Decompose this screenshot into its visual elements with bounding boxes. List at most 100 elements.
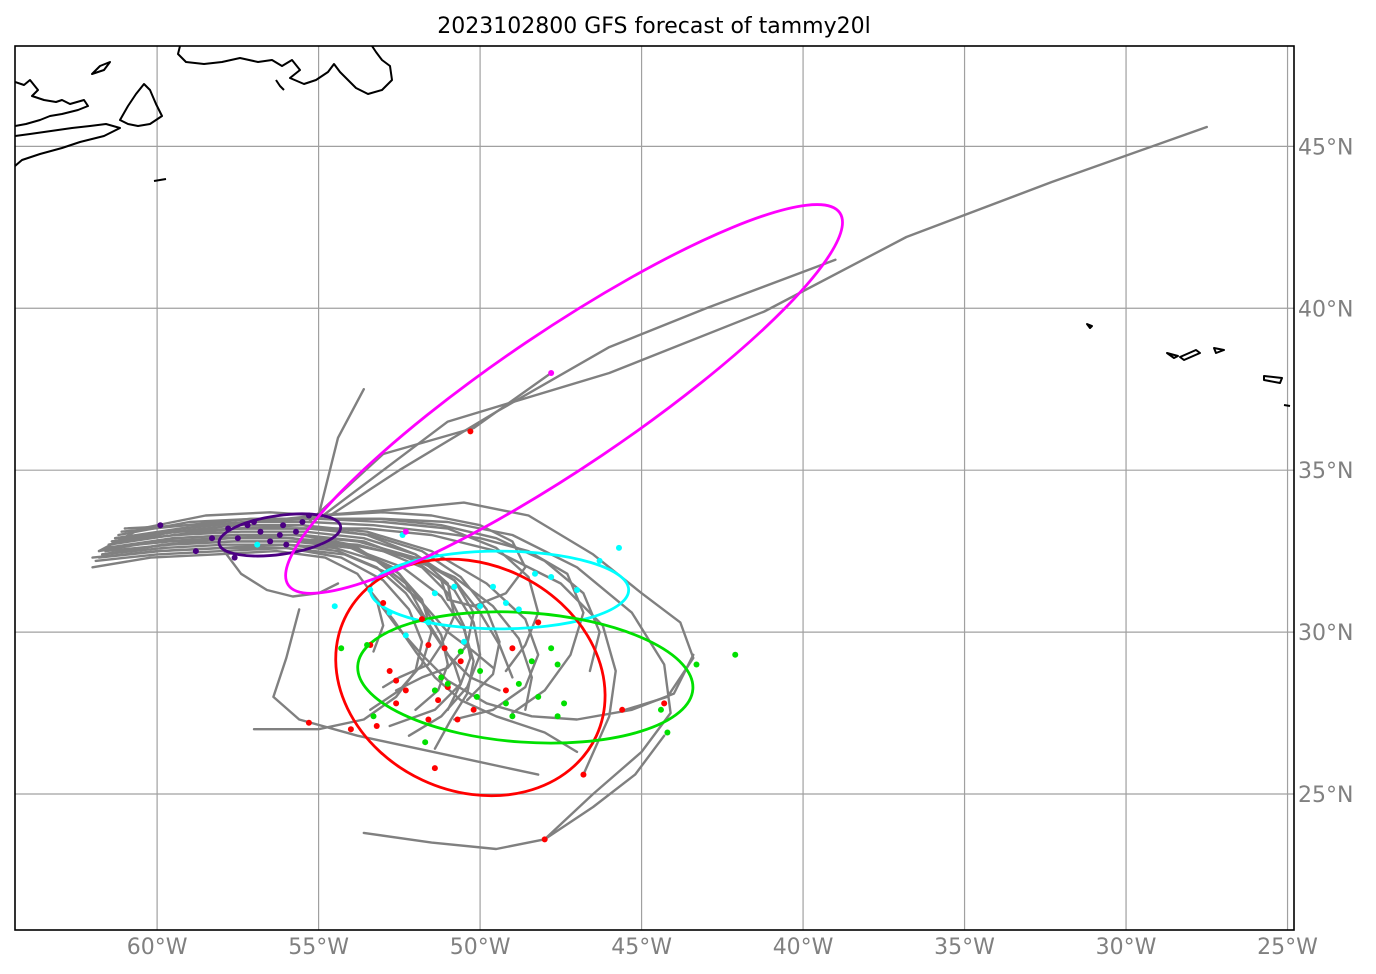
- forecast-point-red: [393, 700, 400, 707]
- lon-tick-label: 25°W: [1257, 935, 1318, 960]
- forecast-point-purple: [225, 525, 232, 532]
- forecast-point-purple: [209, 535, 216, 542]
- uncertainty-ellipse: [334, 557, 607, 798]
- forecast-point-purple: [292, 528, 299, 535]
- ensemble-track: [272, 608, 540, 776]
- forecast-points: [157, 370, 739, 843]
- forecast-point-cyan: [477, 603, 484, 610]
- forecast-point-green: [438, 674, 445, 681]
- forecast-point-purple: [157, 522, 164, 529]
- ensemble-track: [120, 517, 601, 673]
- forecast-point-red: [619, 706, 626, 713]
- forecast-point-green: [509, 713, 516, 720]
- forecast-point-green: [732, 651, 739, 658]
- forecast-point-green: [561, 700, 568, 707]
- forecast-point-red: [425, 642, 432, 649]
- lat-tick-label: 35°N: [1298, 459, 1353, 484]
- forecast-point-purple: [305, 512, 312, 519]
- chart-title: 2023102800 GFS forecast of tammy20l: [437, 14, 871, 39]
- forecast-point-green: [657, 706, 664, 713]
- ensemble-track: [317, 388, 365, 517]
- forecast-point-red: [580, 771, 587, 778]
- forecast-point-purple: [267, 538, 274, 545]
- forecast-point-cyan: [386, 609, 393, 616]
- forecast-point-green: [515, 680, 522, 687]
- forecast-point-green: [693, 661, 700, 668]
- forecast-point-green: [554, 713, 561, 720]
- forecast-point-red: [402, 687, 409, 694]
- coastline-pei: [91, 61, 111, 75]
- forecast-point-cyan: [425, 619, 432, 626]
- forecast-point-purple: [280, 522, 287, 529]
- gridlines: [15, 46, 1294, 930]
- coastline-azores-6: [1283, 404, 1291, 407]
- coastline-azores-5: [1263, 375, 1283, 384]
- uncertainty-ellipses: [217, 203, 844, 798]
- forecast-point-cyan: [490, 583, 497, 590]
- forecast-point-purple: [299, 519, 306, 525]
- forecast-point-cyan: [596, 557, 603, 564]
- forecast-point-green: [473, 693, 480, 700]
- forecast-point-purple: [234, 535, 241, 542]
- coastline-cape-breton: [119, 83, 163, 127]
- forecast-point-purple: [251, 519, 258, 525]
- forecast-point-red: [347, 726, 354, 733]
- forecast-point-green: [431, 687, 438, 694]
- forecast-point-cyan: [531, 570, 538, 577]
- forecast-point-red: [373, 723, 380, 729]
- forecast-point-cyan: [502, 599, 509, 606]
- forecast-point-cyan: [548, 574, 555, 581]
- forecast-point-red: [535, 619, 542, 626]
- lon-tick-label: 55°W: [288, 935, 349, 960]
- ensemble-track: [97, 546, 424, 731]
- uncertainty-ellipse: [217, 512, 343, 558]
- forecast-point-cyan: [331, 603, 338, 610]
- coastline-nova-scotia-south: [15, 123, 121, 167]
- lat-tick-label: 30°N: [1298, 621, 1353, 646]
- forecast-point-red: [380, 599, 387, 606]
- coastline-azores-4: [1213, 347, 1225, 354]
- uncertainty-ellipse: [356, 610, 695, 745]
- lat-tick-label: 40°N: [1298, 297, 1353, 322]
- forecast-point-green: [502, 700, 509, 707]
- forecast-point-red: [457, 658, 464, 665]
- lon-tick-label: 50°W: [450, 935, 511, 960]
- forecast-point-green: [528, 658, 535, 665]
- forecast-point-cyan: [615, 544, 622, 551]
- forecast-point-purple: [231, 554, 238, 561]
- forecast-point-purple: [192, 548, 199, 555]
- forecast-point-green: [364, 642, 371, 649]
- forecast-point-green: [554, 661, 561, 668]
- coastline-nova-scotia: [15, 79, 89, 127]
- forecast-point-magenta: [402, 528, 409, 535]
- forecast-point-green: [338, 645, 345, 652]
- lon-tick-label: 35°W: [934, 935, 995, 960]
- uncertainty-ellipse: [284, 203, 844, 595]
- forecast-point-purple: [276, 531, 283, 538]
- forecast-point-red: [441, 645, 448, 652]
- ensemble-track: [323, 258, 837, 520]
- lon-tick-label: 60°W: [127, 935, 188, 960]
- lon-tick-label: 30°W: [1096, 935, 1157, 960]
- forecast-point-red: [541, 836, 548, 843]
- forecast-point-green: [422, 739, 429, 746]
- forecast-point-red: [661, 700, 668, 707]
- forecast-tracks: [91, 125, 1209, 851]
- forecast-point-green: [370, 713, 377, 720]
- lat-tick-label: 45°N: [1298, 135, 1353, 160]
- forecast-point-red: [393, 677, 400, 684]
- coastline-azores-3: [1179, 349, 1201, 361]
- ensemble-track: [100, 543, 501, 692]
- forecast-point-red: [418, 616, 425, 623]
- forecast-point-red: [435, 697, 442, 704]
- forecast-point-green: [548, 645, 555, 652]
- coastline-newfoundland-inlet: [275, 79, 285, 91]
- forecast-point-cyan: [367, 587, 374, 593]
- forecast-point-red: [470, 706, 477, 713]
- forecast-point-red: [425, 716, 432, 723]
- forecast-point-cyan: [451, 583, 458, 590]
- forecast-point-purple: [257, 528, 264, 535]
- forecast-point-red: [305, 719, 312, 726]
- coastline-sable-island: [153, 178, 167, 182]
- forecast-point-magenta: [548, 370, 555, 377]
